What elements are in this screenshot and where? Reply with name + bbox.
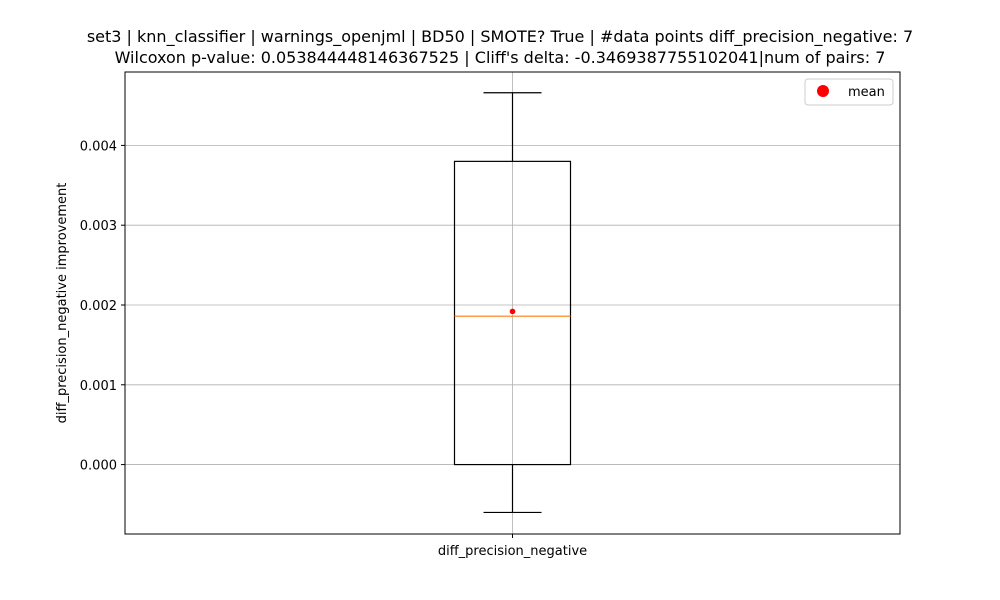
chart-title-line-1: set3 | knn_classifier | warnings_openjml…: [86, 27, 914, 46]
x-tick-label: diff_precision_negative: [438, 544, 587, 559]
y-tick-label: 0.003: [80, 219, 117, 234]
y-tick-label: 0.004: [80, 139, 117, 154]
legend-mean-marker: [817, 85, 829, 97]
chart-title-line-2: Wilcoxon p-value: 0.053844448146367525 |…: [114, 48, 886, 67]
y-tick-label: 0.002: [80, 299, 117, 314]
legend: mean: [804, 78, 894, 106]
box-layer: [453, 92, 572, 514]
mean-marker: [509, 308, 516, 315]
legend-frame: [804, 78, 894, 106]
y-tick-label: 0.000: [80, 459, 117, 474]
axis-layer: 0.000 0.001 0.002 0.003 0.004 diff_precision_…: [80, 139, 587, 559]
y-tick-label: 0.001: [80, 379, 117, 394]
y-axis-label: diff_precision_negative improvement: [55, 183, 70, 424]
iqr-box: [453, 160, 572, 466]
legend-mean-label: mean: [848, 85, 885, 100]
